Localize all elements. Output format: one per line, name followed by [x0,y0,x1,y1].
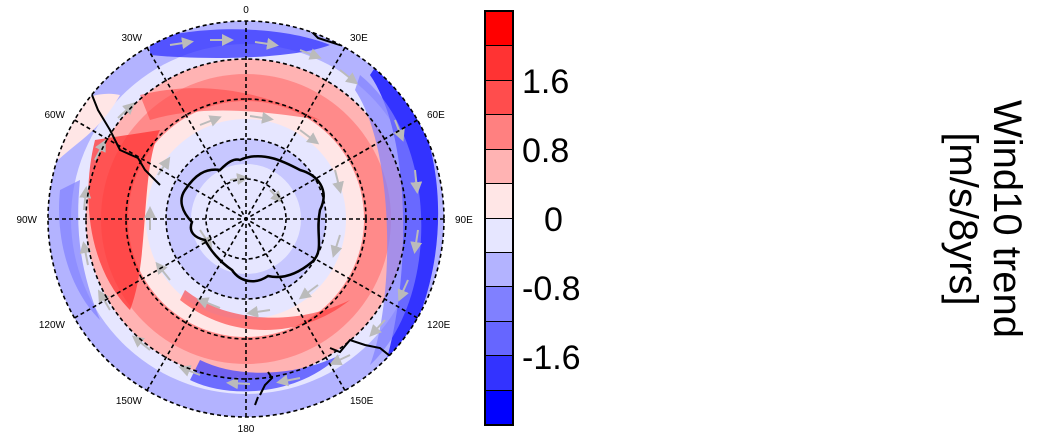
lon-label-180: 180 [238,424,255,435]
colorbar-swatch [486,115,512,150]
colorbar-label-0-8: 0.8 [522,132,570,170]
lon-label-90w: 90W [16,215,37,226]
lon-label-30e: 30E [350,33,368,44]
lon-label-60e: 60E [427,110,445,121]
lon-label-150e: 150E [350,396,374,407]
antarctica-coastline [180,155,325,283]
colorbar-swatch [486,356,512,391]
colorbar-swatch [486,184,512,219]
colorbar-swatch [486,218,512,253]
colorbar-title-line1: Wind10 trend [985,100,1029,338]
colorbar-title: Wind10 trend [m/s/8yrs] [941,100,1029,338]
lon-label-30w: 30W [121,33,142,44]
colorbar-swatch [486,287,512,322]
colorbar-swatch [486,12,512,47]
australia-coastline [329,338,396,361]
colorbar-swatch [486,252,512,288]
graticule [47,20,445,418]
new-zealand-coastline [254,371,274,406]
lon-label-90e: 90E [455,215,473,226]
trend-field [48,21,444,417]
colorbar-swatch [486,149,512,185]
colorbar-swatch [486,390,512,425]
longitude-labels: 0 30E 60E 90E 120E 150E 180 150W 120W 90… [16,5,473,435]
colorbar-label-1-6: 1.6 [522,63,570,101]
colorbar-label-neg-0-8: -0.8 [522,270,581,308]
colorbar-swatch [486,80,512,116]
lon-label-150w: 150W [116,396,143,407]
colorbar-title-line2: [m/s/8yrs] [941,132,985,306]
lon-label-120w: 120W [39,320,66,331]
lon-label-60w: 60W [44,110,65,121]
lon-label-0: 0 [243,5,249,16]
colorbar-label-0: 0 [544,201,563,239]
colorbar [484,10,514,426]
colorbar-swatch [486,321,512,357]
lon-label-120e: 120E [427,320,451,331]
south-america-coastline [89,89,161,186]
colorbar-swatch [486,46,512,81]
colorbar-label-neg-1-6: -1.6 [522,339,581,377]
wind-vectors [79,34,423,390]
